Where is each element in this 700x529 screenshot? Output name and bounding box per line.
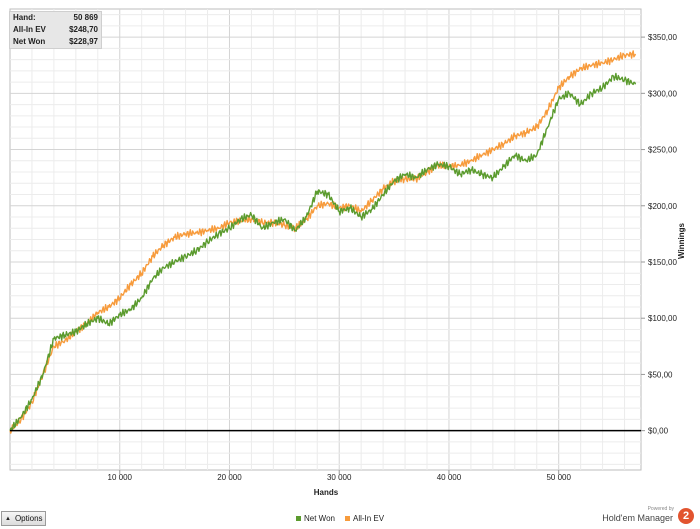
stats-box: Hand: 50 869 All-In EV $248,70 Net Won $… — [9, 11, 102, 49]
stats-label: Net Won — [13, 37, 46, 46]
y-tick-label: $50,00 — [648, 370, 673, 379]
y-axis-label: Winnings — [677, 222, 686, 258]
x-tick-label: 20 000 — [217, 473, 242, 482]
options-button[interactable]: ▲ Options — [1, 511, 46, 526]
legend-swatch — [344, 515, 350, 521]
legend: Net Won All-In EV — [296, 512, 384, 524]
stats-value: $248,70 — [69, 25, 98, 34]
brand: Powered by Hold'em Manager 2 — [594, 506, 694, 526]
y-tick-label: $150,00 — [648, 258, 677, 267]
triangle-up-icon: ▲ — [5, 515, 11, 522]
x-tick-label: 40 000 — [437, 473, 462, 482]
stats-row-all-in-ev: All-In EV $248,70 — [10, 24, 101, 36]
legend-label: Net Won — [304, 513, 335, 523]
x-tick-label: 10 000 — [108, 473, 133, 482]
legend-label: All-In EV — [352, 513, 385, 523]
legend-item-all-in-ev: All-In EV — [344, 513, 385, 523]
x-axis-label: Hands — [314, 488, 339, 497]
y-tick-label: $200,00 — [648, 202, 677, 211]
series-line-all-in-ev — [9, 50, 637, 434]
x-axis-ticks: 10 000 20 000 30 000 40 000 50 000 — [108, 470, 571, 482]
y-tick-label: $300,00 — [648, 89, 677, 98]
y-axis-ticks: $0,00 $50,00 $100,00 $150,00 $200,00 $250,00 $… — [641, 33, 677, 436]
legend-swatch — [296, 515, 301, 521]
x-tick-label: 30 000 — [327, 473, 352, 482]
grid — [10, 9, 641, 470]
y-tick-label: $100,00 — [648, 314, 677, 323]
stats-row-net-won: Net Won $228,97 — [10, 36, 101, 48]
stats-row-hands: Hand: 50 869 — [10, 12, 101, 24]
y-tick-label: $250,00 — [648, 146, 677, 155]
stats-label: All-In EV — [13, 25, 46, 34]
stats-value: 50 869 — [73, 13, 98, 22]
y-tick-label: $350,00 — [648, 33, 677, 42]
y-tick-label: $0,00 — [648, 427, 669, 436]
legend-item-net-won: Net Won — [296, 514, 335, 523]
stats-value: $228,97 — [69, 37, 98, 46]
powered-by-text: Powered by — [647, 506, 674, 512]
brand-name: Hold'em Manager — [602, 513, 673, 523]
options-label: Options — [14, 514, 43, 523]
x-tick-label: 50 000 — [546, 473, 571, 482]
series-lines — [9, 50, 637, 434]
series-line-net-won — [9, 72, 637, 432]
stats-label: Hand: — [13, 13, 36, 22]
hem-logo-icon: 2 — [678, 508, 694, 524]
